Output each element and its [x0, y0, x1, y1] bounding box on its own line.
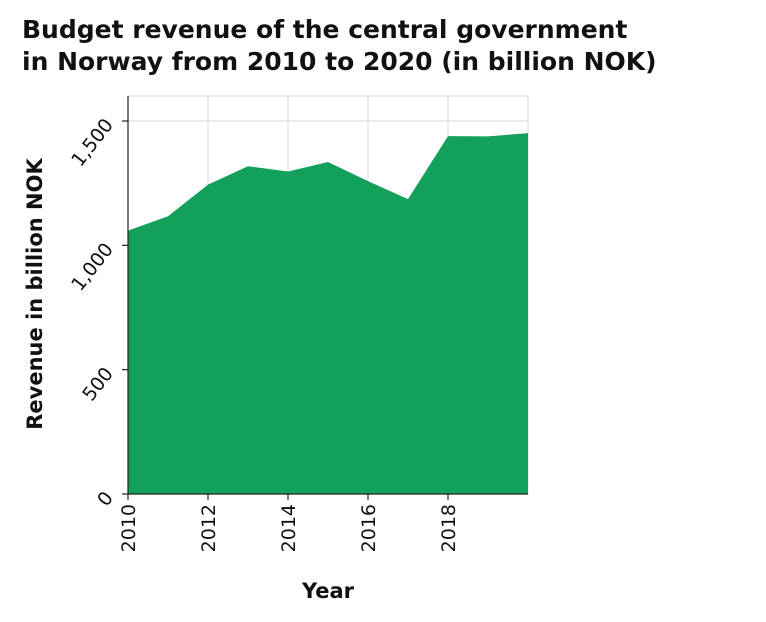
y-axis-ticks: 0 500 1,000 1,500	[67, 115, 128, 511]
y-tick-label: 500	[78, 363, 118, 405]
y-axis-label: Revenue in billion NOK	[23, 158, 47, 430]
x-tick-label: 2014	[278, 504, 300, 552]
x-tick-label: 2016	[358, 504, 380, 552]
x-axis-label: Year	[301, 579, 355, 603]
axes	[127, 96, 528, 495]
y-tick-label: 1,000	[67, 239, 118, 295]
chart-title-line-2: in Norway from 2010 to 2020 (in billion …	[22, 47, 657, 76]
x-tick-label: 2012	[198, 504, 220, 552]
data-area	[128, 133, 528, 494]
chart-title: Budget revenue of the central government…	[22, 14, 762, 78]
y-tick-label: 0	[93, 488, 118, 511]
chart-title-line-1: Budget revenue of the central government	[22, 15, 628, 44]
x-axis-ticks: 2010 2012 2014 2016 2018	[118, 494, 460, 552]
area-series-0	[128, 133, 528, 494]
x-tick-label: 2018	[438, 504, 460, 552]
x-tick-label: 2010	[118, 504, 140, 552]
y-tick-label: 1,500	[67, 115, 118, 171]
